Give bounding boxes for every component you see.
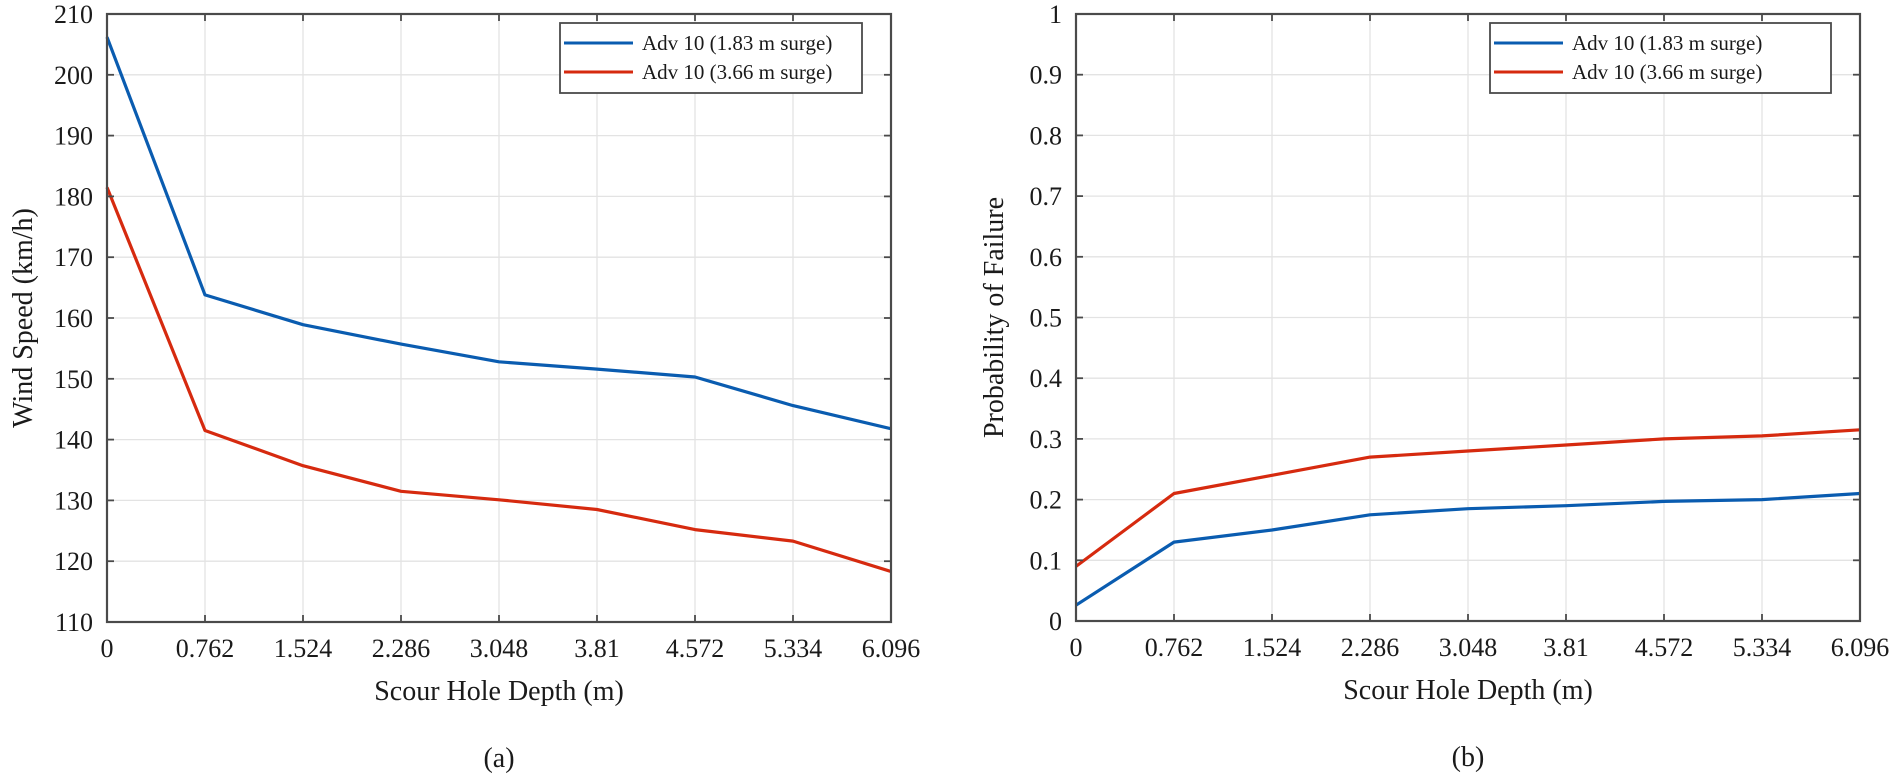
grid	[107, 14, 891, 622]
y-tick-label: 0.8	[1030, 121, 1063, 150]
y-tick-label: 0.7	[1030, 182, 1063, 211]
y-tick-label: 0	[1049, 607, 1062, 636]
y-tick-label: 0.3	[1030, 425, 1063, 454]
legend-label: Adv 10 (3.66 m surge)	[1572, 60, 1762, 84]
x-tick-label: 3.048	[1439, 633, 1498, 662]
x-tick-label: 3.81	[1543, 633, 1589, 662]
series-line-2	[1075, 428, 1861, 568]
legend-label: Adv 10 (3.66 m surge)	[642, 60, 832, 84]
y-axis-label: Probability of Failure	[979, 197, 1010, 438]
legend-label: Adv 10 (1.83 m surge)	[642, 31, 832, 55]
x-tick-label: 2.286	[1341, 633, 1400, 662]
figure-caption: (a)	[483, 743, 514, 774]
y-tick-label: 0.9	[1030, 61, 1063, 90]
y-tick-label: 200	[54, 61, 93, 90]
y-tick-label: 170	[54, 243, 93, 272]
legend-item: Adv 10 (3.66 m surge)	[564, 60, 832, 84]
x-tick-label: 1.524	[274, 634, 333, 663]
x-tick-label: 6.096	[862, 634, 921, 663]
y-tick-label: 0.1	[1030, 546, 1063, 575]
x-tick-label: 0.762	[1145, 633, 1204, 662]
x-tick-label: 5.334	[764, 634, 823, 663]
x-tick-label: 5.334	[1733, 633, 1792, 662]
y-tick-label: 210	[54, 0, 93, 29]
legend-item: Adv 10 (3.66 m surge)	[1494, 60, 1762, 84]
x-tick-label: 4.572	[666, 634, 725, 663]
legend-item: Adv 10 (1.83 m surge)	[564, 31, 832, 55]
y-tick-label: 150	[54, 365, 93, 394]
chart-wind-speed: 0 0.762 1.524 2.286 3.048 3.81 4.572 5.334 6.096…	[8, 0, 920, 774]
figure-caption: (b)	[1452, 742, 1485, 773]
y-tick-label: 140	[54, 426, 93, 455]
series-line-1	[1075, 491, 1861, 607]
y-tick-label: 180	[54, 182, 93, 211]
y-tick-label: 0.5	[1030, 304, 1063, 333]
x-tick-label: 4.572	[1635, 633, 1694, 662]
x-axis-label: Scour Hole Depth (m)	[1343, 675, 1593, 706]
x-tick-label: 2.286	[372, 634, 431, 663]
x-tick-label: 1.524	[1243, 633, 1302, 662]
y-tick-label: 190	[54, 122, 93, 151]
x-tick-label: 0	[1070, 633, 1083, 662]
y-tick-label: 130	[54, 486, 93, 515]
legend-item: Adv 10 (1.83 m surge)	[1494, 31, 1762, 55]
x-tick-label: 3.048	[470, 634, 529, 663]
y-tick-label: 110	[55, 608, 93, 637]
x-tick-label: 6.096	[1831, 633, 1890, 662]
legend-box	[559, 22, 863, 94]
y-tick-label: 120	[54, 547, 93, 576]
chart-probability-of-failure: 0 0.762 1.524 2.286 3.048 3.81 4.572 5.334 6.096…	[979, 0, 1889, 773]
legend: Adv 10 (1.83 m surge) Adv 10 (3.66 m surg…	[1489, 22, 1832, 94]
legend-box	[1489, 22, 1832, 94]
series-line-1	[105, 36, 892, 431]
x-axis-label: Scour Hole Depth (m)	[374, 676, 624, 707]
x-tick-label: 3.81	[574, 634, 620, 663]
legend-label: Adv 10 (1.83 m surge)	[1572, 31, 1762, 55]
legend: Adv 10 (1.83 m surge) Adv 10 (3.66 m surg…	[559, 22, 863, 94]
y-tick-label: 0.2	[1030, 486, 1063, 515]
y-tick-label: 0.4	[1030, 364, 1063, 393]
x-tick-label: 0	[101, 634, 114, 663]
y-tick-label: 160	[54, 304, 93, 333]
x-tick-label: 0.762	[176, 634, 235, 663]
y-axis-label: Wind Speed (km/h)	[8, 208, 39, 428]
y-tick-label: 0.6	[1030, 243, 1063, 272]
series-line-2	[105, 186, 892, 574]
y-tick-label: 1	[1049, 0, 1062, 29]
